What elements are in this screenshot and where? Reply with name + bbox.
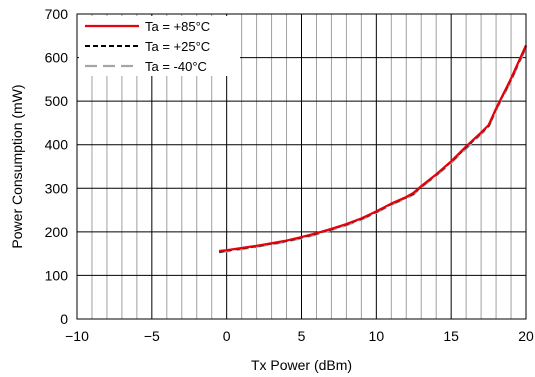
y-tick-label: 500 — [45, 93, 69, 109]
y-tick-label: 700 — [45, 6, 69, 22]
legend-label: Ta = +25°C — [145, 39, 210, 54]
series-layer — [219, 44, 528, 254]
x-tick-label: −10 — [65, 328, 89, 344]
y-tick-label: 0 — [60, 311, 68, 327]
y-tick-label: 100 — [45, 267, 69, 283]
y-tick-label: 200 — [45, 224, 69, 240]
legend-label: Ta = -40°C — [145, 59, 207, 74]
legend: Ta = +85°C Ta = +25°C Ta = -40°C — [79, 16, 240, 76]
x-tick-label: −5 — [144, 328, 160, 344]
plot-area-frame — [76, 13, 527, 320]
series-line — [219, 44, 528, 253]
y-tick-label: 400 — [45, 137, 69, 153]
x-tick-label: 15 — [443, 328, 459, 344]
legend-label: Ta = +85°C — [145, 19, 210, 34]
y-tick-label: 600 — [45, 50, 69, 66]
x-tick-label: 5 — [298, 328, 306, 344]
y-axis-label: Power Consumption (mW) — [9, 84, 25, 248]
x-tick-label: 10 — [369, 328, 385, 344]
x-tick-label: 0 — [223, 328, 231, 344]
y-tick-label: 300 — [45, 180, 69, 196]
y-axis-ticks: 0 100 200 300 400 500 600 700 — [45, 6, 69, 327]
x-tick-label: 20 — [518, 328, 534, 344]
x-axis-ticks: −10 −5 0 5 10 15 20 — [65, 328, 534, 344]
x-axis-label: Tx Power (dBm) — [251, 357, 352, 373]
